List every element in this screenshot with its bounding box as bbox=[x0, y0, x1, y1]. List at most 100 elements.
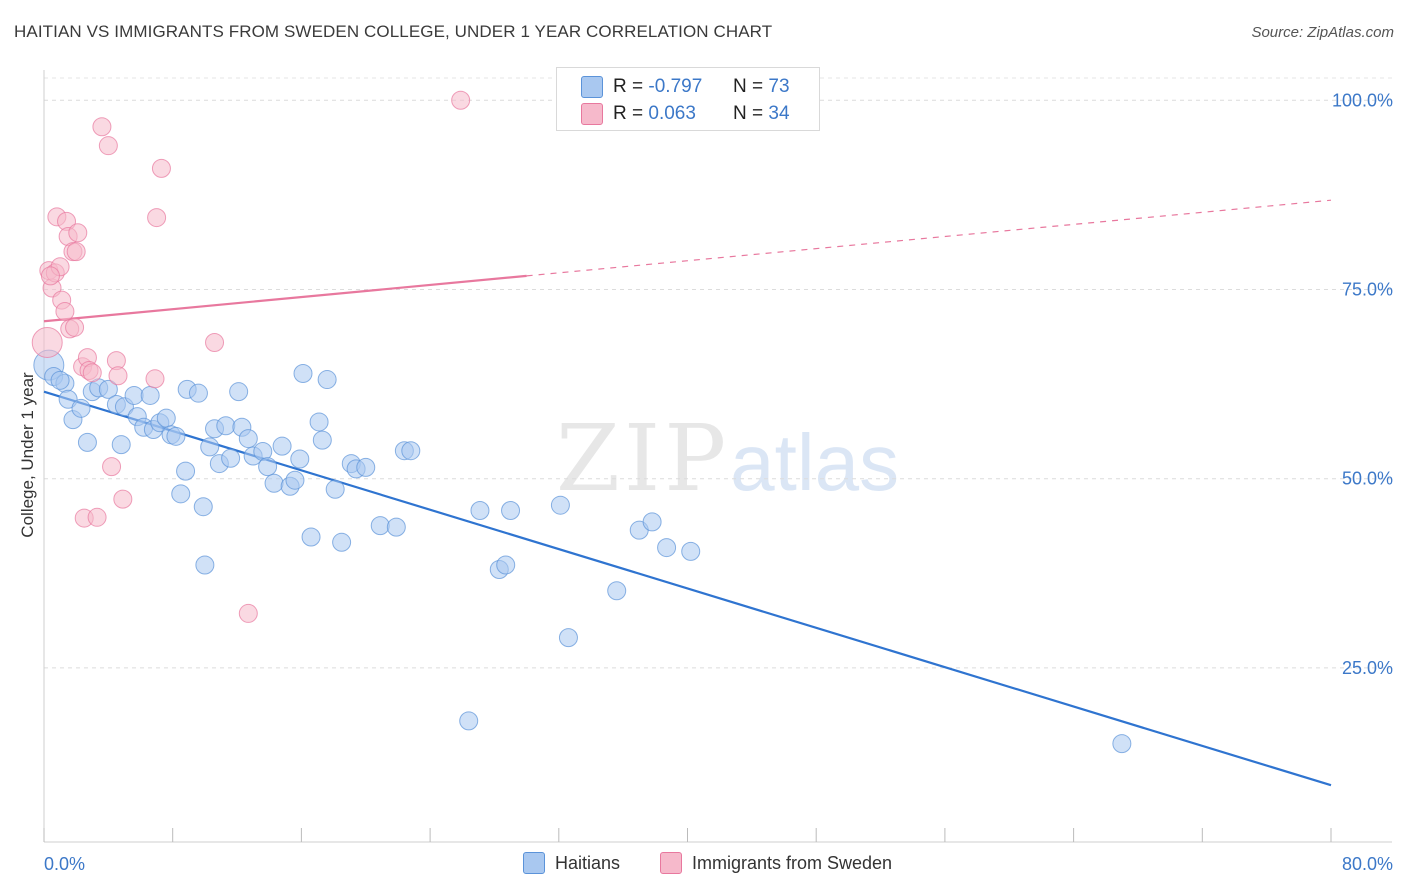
legend-n-value: 34 bbox=[768, 103, 790, 124]
haitians-point bbox=[325, 479, 345, 499]
sweden-point bbox=[238, 603, 258, 623]
watermark-atlas: atlas bbox=[730, 418, 900, 507]
sweden-point bbox=[92, 117, 112, 137]
legend-swatch-haitians bbox=[523, 852, 545, 874]
legend-item-sweden: Immigrants from Sweden bbox=[660, 852, 892, 874]
sweden-trend-line-extension bbox=[526, 199, 1332, 277]
legend-r-value: 0.063 bbox=[648, 103, 696, 124]
chart-source: Source: ZipAtlas.com bbox=[1251, 24, 1394, 41]
watermark-zip: ZIP bbox=[556, 405, 731, 512]
data-points bbox=[31, 90, 1132, 754]
sweden-trend-line bbox=[43, 274, 527, 323]
haitians-point bbox=[309, 412, 329, 432]
sweden-point bbox=[102, 457, 122, 477]
haitians-point bbox=[229, 382, 249, 402]
sweden-point bbox=[205, 332, 225, 352]
correlation-legend: R = -0.797 N = 73 R = 0.063 N = 34 bbox=[556, 67, 820, 131]
haitians-point bbox=[1112, 734, 1132, 754]
sweden-point bbox=[113, 489, 133, 509]
sweden-point bbox=[66, 242, 86, 262]
x-tick-label: 0.0% bbox=[44, 854, 85, 874]
chart-title: HAITIAN VS IMMIGRANTS FROM SWEDEN COLLEG… bbox=[14, 22, 773, 41]
haitians-point bbox=[386, 517, 406, 537]
haitians-point bbox=[258, 457, 278, 477]
haitians-point bbox=[166, 426, 186, 446]
legend-n-value: 73 bbox=[768, 76, 790, 97]
haitians-point bbox=[285, 470, 305, 490]
haitians-point bbox=[470, 500, 490, 520]
haitians-point bbox=[124, 385, 144, 405]
haitians-point bbox=[332, 532, 352, 552]
haitians-point bbox=[171, 484, 191, 504]
grid-lines bbox=[44, 77, 1392, 669]
haitians-point bbox=[657, 538, 677, 558]
sweden-point bbox=[87, 507, 107, 527]
haitians-point bbox=[188, 383, 208, 403]
haitians-point bbox=[301, 527, 321, 547]
haitians-point bbox=[356, 457, 376, 477]
sweden-point bbox=[98, 136, 118, 156]
sweden-point bbox=[151, 158, 171, 178]
haitians-point bbox=[238, 429, 258, 449]
haitians-point bbox=[501, 500, 521, 520]
legend-item-haitians: Haitians bbox=[523, 852, 620, 874]
haitians-point bbox=[459, 711, 479, 731]
haitians-point bbox=[156, 408, 176, 428]
trend-lines bbox=[43, 199, 1332, 787]
watermark: ZIPatlas bbox=[556, 405, 899, 512]
legend-r-label: R = bbox=[613, 76, 644, 97]
series-legend: Haitians Immigrants from Sweden bbox=[0, 852, 1406, 878]
haitians-point bbox=[58, 389, 78, 409]
haitians-point bbox=[176, 461, 196, 481]
haitians-point bbox=[193, 497, 213, 517]
sweden-point bbox=[65, 317, 85, 337]
sweden-point bbox=[55, 301, 75, 321]
haitians-point bbox=[293, 364, 313, 384]
haitians-point bbox=[221, 448, 241, 468]
y-tick-label: 25.0% bbox=[1342, 658, 1393, 678]
y-axis-label: College, Under 1 year bbox=[18, 372, 37, 538]
haitians-point bbox=[272, 436, 292, 456]
haitians-point bbox=[317, 370, 337, 390]
x-tick-label: 80.0% bbox=[1342, 854, 1393, 874]
sweden-point bbox=[68, 223, 88, 243]
haitians-trend-line bbox=[43, 390, 1332, 787]
legend-n-label: N = bbox=[733, 76, 764, 97]
haitians-point bbox=[290, 449, 310, 469]
legend-n-label: N = bbox=[733, 103, 764, 124]
legend-r-label: R = bbox=[613, 103, 644, 124]
haitians-point bbox=[401, 441, 421, 461]
legend-r-value: -0.797 bbox=[648, 76, 703, 97]
sweden-point bbox=[147, 208, 167, 228]
haitians-point bbox=[550, 495, 570, 515]
haitians-point bbox=[264, 473, 284, 493]
haitians-point bbox=[111, 435, 131, 455]
legend-label-haitians: Haitians bbox=[555, 852, 621, 873]
haitians-point bbox=[140, 385, 160, 405]
sweden-point bbox=[108, 366, 128, 386]
y-tick-label: 75.0% bbox=[1342, 279, 1393, 299]
haitians-point bbox=[216, 416, 236, 436]
legend-label-sweden: Immigrants from Sweden bbox=[692, 852, 893, 873]
haitians-point bbox=[496, 555, 516, 575]
y-tick-label: 100.0% bbox=[1332, 90, 1393, 110]
haitians-point bbox=[98, 379, 118, 399]
sweden-point bbox=[451, 90, 471, 110]
haitians-point bbox=[200, 437, 220, 457]
haitians-point bbox=[195, 555, 215, 575]
legend-swatch-sweden bbox=[660, 852, 682, 874]
haitians-point bbox=[71, 398, 91, 418]
y-tick-label: 50.0% bbox=[1342, 469, 1393, 489]
haitians-point bbox=[681, 541, 701, 561]
tick-labels: 100.0% 75.0% 50.0% 25.0% 0.0% 80.0% bbox=[44, 90, 1393, 874]
sweden-point bbox=[31, 326, 63, 358]
sweden-point bbox=[82, 363, 102, 383]
sweden-point bbox=[40, 266, 60, 286]
haitians-point bbox=[558, 628, 578, 648]
haitians-point bbox=[50, 370, 70, 390]
haitians-point bbox=[370, 516, 390, 536]
legend-swatch-haitians bbox=[581, 76, 603, 98]
haitians-point bbox=[642, 512, 662, 532]
haitians-point bbox=[607, 581, 627, 601]
